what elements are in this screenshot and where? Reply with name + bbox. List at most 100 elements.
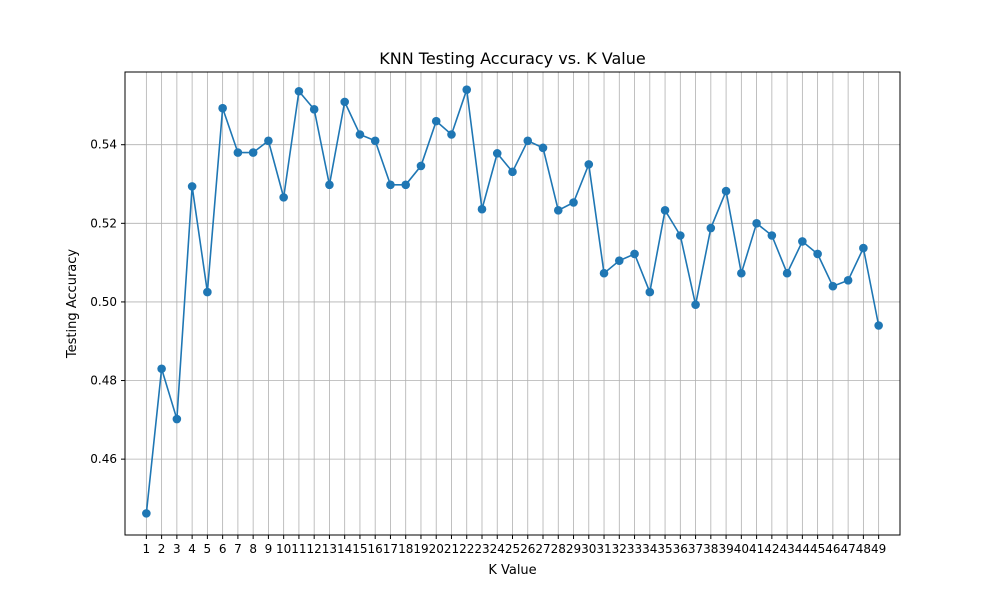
x-tick-label: 22 (459, 542, 474, 556)
data-point (599, 268, 609, 278)
x-tick-label: 12 (307, 542, 322, 556)
grid-lines (125, 72, 900, 535)
data-point (874, 321, 883, 330)
x-tick-label: 4 (188, 542, 196, 556)
x-tick-label: 39 (718, 542, 733, 556)
data-point (431, 116, 441, 126)
data-point (340, 97, 349, 107)
data-point (553, 206, 563, 215)
data-point (843, 276, 853, 285)
x-tick-label: 29 (566, 542, 581, 556)
x-tick-label: 20 (429, 542, 444, 556)
x-tick-label: 11 (291, 542, 306, 556)
x-tick-label: 1 (143, 542, 151, 556)
data-point (264, 136, 273, 146)
data-point (508, 167, 517, 177)
data-point (737, 268, 746, 278)
x-tick-label: 31 (596, 542, 611, 556)
x-tick-label: 13 (322, 542, 337, 556)
x-tick-label: 43 (779, 542, 794, 556)
y-tick-label: 0.46 (90, 452, 117, 466)
x-tick-label: 19 (413, 542, 428, 556)
x-tick-label: 34 (642, 542, 657, 556)
x-tick-label: 40 (734, 542, 749, 556)
data-point (614, 256, 624, 265)
data-point (370, 136, 380, 146)
x-tick-label: 49 (871, 542, 886, 556)
data-point (386, 180, 395, 190)
x-tick-label: 3 (173, 542, 181, 556)
x-tick-label: 46 (825, 542, 840, 556)
data-point (752, 219, 761, 228)
data-point (859, 243, 868, 253)
x-tick-label: 21 (444, 542, 459, 556)
data-point (828, 281, 838, 291)
data-point (767, 231, 777, 240)
data-point (538, 143, 548, 153)
data-point (660, 206, 670, 215)
x-tick-label: 23 (474, 542, 489, 556)
x-axis-label: K Value (488, 563, 536, 578)
data-point (813, 249, 822, 259)
x-tick-label: 8 (249, 542, 257, 556)
plot-frame (124, 71, 901, 536)
x-tick-label: 24 (490, 542, 505, 556)
x-tick-label: 36 (673, 542, 688, 556)
data-point (676, 231, 685, 240)
data-point (401, 180, 411, 190)
y-tick-label: 0.52 (90, 216, 117, 230)
x-tick-label: 5 (204, 542, 212, 556)
data-point (248, 148, 258, 157)
data-point (355, 130, 365, 139)
data-point (309, 105, 319, 114)
series-layer (142, 85, 883, 518)
x-tick-label: 6 (219, 542, 227, 556)
data-point (142, 509, 151, 518)
x-tick-label: 10 (276, 542, 291, 556)
data-point (798, 237, 807, 246)
x-tick-label: 17 (383, 542, 398, 556)
data-point (462, 85, 472, 94)
data-point (721, 186, 731, 196)
data-point (569, 198, 578, 207)
x-tick-label: 42 (764, 542, 779, 556)
x-tick-label: 44 (795, 542, 810, 556)
x-tick-label: 14 (337, 542, 352, 556)
x-tick-label: 7 (234, 542, 242, 556)
data-point (782, 268, 792, 278)
data-point (279, 193, 288, 202)
data-point (630, 249, 639, 259)
x-tick-label: 30 (581, 542, 596, 556)
chart-title: KNN Testing Accuracy vs. K Value (379, 49, 645, 68)
axis-ticks: 1 2 3 4 5 6 7 8 9 10 11 12 13 14 15 16 17 18 19 20 21 22 23 24 2… (90, 138, 886, 556)
x-tick-label: 25 (505, 542, 520, 556)
x-tick-label: 28 (551, 542, 566, 556)
data-point (492, 149, 502, 158)
data-point (218, 103, 227, 113)
x-tick-label: 48 (856, 542, 871, 556)
data-point (294, 86, 304, 96)
data-point (645, 287, 655, 297)
x-tick-label: 16 (368, 542, 383, 556)
x-tick-label: 18 (398, 542, 413, 556)
x-tick-label: 47 (840, 542, 855, 556)
data-point (523, 136, 533, 146)
x-tick-label: 2 (158, 542, 166, 556)
data-point (157, 364, 166, 374)
x-tick-label: 41 (749, 542, 764, 556)
x-tick-label: 38 (703, 542, 718, 556)
data-point (706, 223, 716, 233)
y-axis-label: Testing Accuracy (65, 249, 80, 359)
x-tick-label: 15 (352, 542, 367, 556)
data-point (691, 300, 700, 309)
data-point (447, 130, 456, 139)
x-tick-label: 35 (657, 542, 672, 556)
x-tick-label: 37 (688, 542, 703, 556)
y-tick-label: 0.50 (90, 295, 117, 309)
x-tick-label: 33 (627, 542, 642, 556)
data-point (172, 414, 182, 424)
x-tick-label: 26 (520, 542, 535, 556)
